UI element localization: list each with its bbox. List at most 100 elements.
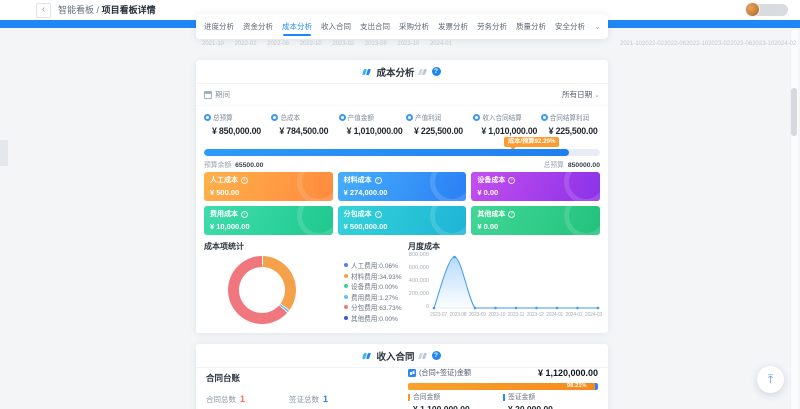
monthly-chart-plot bbox=[432, 252, 600, 310]
income-contract-card: 收入合同 ? 合同台账 合同总数 1 签证总数 1 (合同+签证)金额 ¥ 1,… bbox=[196, 344, 608, 409]
monthly-y-tick: 600,000 bbox=[408, 265, 429, 271]
scrollbar-track[interactable] bbox=[790, 30, 798, 409]
budget-progress-bar bbox=[204, 149, 600, 156]
bg-date-label: 2024-01 bbox=[429, 41, 452, 47]
pie-legend-item: 人工费用:0.06% bbox=[344, 260, 402, 271]
monthly-cost-chart: 800,000 600,000 400,000 200,000 0 2023-07 202… bbox=[408, 252, 602, 318]
ledger-counts: 合同总数 1 签证总数 1 bbox=[206, 394, 372, 405]
budget-total-value: 850000.00 bbox=[567, 162, 600, 169]
visa-count-value[interactable]: 1 bbox=[323, 394, 329, 404]
tabs-chevron-down-icon[interactable]: ⌄ bbox=[594, 22, 601, 31]
tab-8[interactable]: 劳务分析 bbox=[477, 22, 507, 31]
monthly-x-tick: 2023-11 bbox=[507, 312, 525, 318]
pie-legend-text: 设备费用:0.00% bbox=[351, 284, 398, 292]
tile-arrow-right-icon[interactable]: › bbox=[374, 176, 382, 184]
user-menu-pill[interactable] bbox=[752, 4, 788, 16]
tab-10[interactable]: 安全分析 bbox=[555, 22, 585, 31]
stat-icon bbox=[540, 113, 548, 121]
tab-7[interactable]: 发票分析 bbox=[438, 22, 468, 31]
monthly-chart-y-axis: 800,000 600,000 400,000 200,000 0 bbox=[408, 252, 432, 310]
bg-date-label: 2023-10 bbox=[752, 41, 775, 47]
tile-arrow-right-icon[interactable]: › bbox=[508, 210, 516, 218]
tile-label-text: 设备成本 bbox=[477, 177, 506, 184]
monthly-x-tick: 2024-03 bbox=[585, 312, 602, 318]
tab-1[interactable]: 进度分析 bbox=[204, 22, 234, 31]
tab-2[interactable]: 资金分析 bbox=[243, 22, 273, 31]
cost-tile-4[interactable]: 费用成本 › ¥ 10,000.00 bbox=[204, 206, 333, 235]
tile-value: ¥ 10,000.00 bbox=[210, 222, 250, 231]
stat-label-text: 产值金额 bbox=[347, 115, 375, 122]
budget-remaining-label: 预算余额 bbox=[204, 162, 232, 169]
monthly-y-tick: 400,000 bbox=[408, 278, 429, 284]
cost-help-icon[interactable]: ? bbox=[431, 67, 441, 76]
cost-tile-5[interactable]: 分包成本 › ¥ 500,000.00 bbox=[337, 206, 467, 235]
tile-label-text: 分包成本 bbox=[343, 211, 372, 218]
income-legend-label: 签证金额 bbox=[503, 394, 598, 401]
bg-date-label: 2022-02 bbox=[642, 41, 665, 47]
tile-arrow-right-icon[interactable]: › bbox=[508, 176, 516, 184]
breadcrumb-root[interactable]: 智能看板 bbox=[58, 5, 95, 15]
monthly-x-tick: 2023-12 bbox=[526, 312, 544, 318]
pie-legend-text: 费用费用:1.27% bbox=[351, 294, 398, 302]
cost-tile-1[interactable]: 人工成本 › ¥ 500.00 bbox=[204, 172, 333, 201]
cost-tile-3[interactable]: 设备成本 › ¥ 0.00 bbox=[471, 172, 600, 201]
legend-dot-icon bbox=[344, 315, 348, 320]
tile-arrow-right-icon[interactable]: › bbox=[241, 210, 248, 218]
breadcrumb-current: 项目看板详情 bbox=[101, 5, 156, 15]
tile-arrow-right-icon[interactable]: › bbox=[241, 176, 248, 184]
title-ornament-left-icon bbox=[362, 352, 372, 360]
cost-stat-label: 收入合同结算 bbox=[473, 112, 536, 122]
tab-3[interactable]: 成本分析 bbox=[282, 14, 312, 39]
date-range-select[interactable]: 所有日期 ⌄ bbox=[562, 89, 600, 100]
tab-9[interactable]: 质量分析 bbox=[516, 22, 546, 31]
tab-6[interactable]: 采购分析 bbox=[399, 22, 429, 31]
income-amount-row: (合同+签证)金额 ¥ 1,120,000.00 bbox=[408, 368, 598, 378]
income-legend-value: ¥ 20,000.00 bbox=[508, 404, 553, 409]
stat-label-text: 收入合同结算 bbox=[482, 115, 522, 122]
cost-stat-value: ¥ 225,500.00 bbox=[548, 126, 598, 136]
bg-date-label: 2024-02 bbox=[774, 41, 797, 47]
income-amount-value: ¥ 1,120,000.00 bbox=[537, 368, 598, 378]
budget-remaining-value: 65500.00 bbox=[235, 162, 264, 169]
stat-icon bbox=[338, 113, 346, 121]
back-to-top-button[interactable]: ⤒ bbox=[757, 366, 784, 393]
budget-progress-fill bbox=[204, 149, 570, 156]
back-icon: ‹ bbox=[41, 4, 46, 15]
cost-stat-value: ¥ 1,010,000.00 bbox=[346, 126, 403, 136]
income-help-icon[interactable]: ? bbox=[431, 351, 441, 360]
income-progress-fill: 98.21% bbox=[408, 383, 595, 390]
tab-4[interactable]: 收入合同 bbox=[321, 22, 351, 31]
pie-legend-item: 材料费用:34.93% bbox=[344, 271, 402, 282]
back-button[interactable]: ‹ bbox=[36, 3, 51, 18]
cost-stat-1: 总预算 ¥ 850,000.00 bbox=[200, 112, 267, 136]
title-ornament-right-icon bbox=[417, 68, 428, 76]
cost-stat-3: 产值金额 ¥ 1,010,000.00 bbox=[335, 112, 403, 136]
legend-dot-icon bbox=[344, 284, 348, 289]
tab-5[interactable]: 支出合同 bbox=[360, 22, 390, 31]
monthly-x-tick: 2023-08 bbox=[449, 312, 467, 318]
cost-tile-2[interactable]: 材料成本 › ¥ 274,000.00 bbox=[337, 172, 467, 201]
contract-count: 合同总数 1 bbox=[206, 394, 245, 405]
contract-count-value[interactable]: 1 bbox=[240, 394, 246, 404]
bg-date-label: 2022-06 bbox=[267, 41, 290, 47]
avatar[interactable] bbox=[745, 2, 760, 17]
income-legend-value: ¥ 1,100,000.00 bbox=[413, 404, 470, 409]
cost-stat-label: 总成本 bbox=[271, 112, 334, 122]
back-to-top-icon: ⤒ bbox=[767, 372, 774, 386]
legend-dot-icon bbox=[344, 273, 348, 278]
breadcrumb: 智能看板 / 项目看板详情 bbox=[58, 0, 156, 20]
income-progress-tail bbox=[594, 383, 598, 390]
cost-budget-ratio-badge: 成本/预算92.29% bbox=[504, 137, 560, 150]
cost-stat-value: ¥ 784,500.00 bbox=[279, 126, 329, 136]
income-progress-bar: 98.21% bbox=[408, 383, 598, 390]
cost-tile-6[interactable]: 其他成本 › ¥ 0.00 bbox=[471, 206, 600, 235]
scrollbar-thumb[interactable] bbox=[791, 88, 797, 136]
tile-label: 人工成本 › bbox=[210, 175, 327, 185]
date-range-chevron-down-icon: ⌄ bbox=[594, 91, 600, 99]
tile-arrow-right-icon[interactable]: › bbox=[374, 210, 382, 218]
budget-total: 总预算 850000.00 bbox=[544, 159, 600, 169]
background-chart-dates-left: 2021-10 2022-02 2022-06 2022-10 2023-02 2023-… bbox=[202, 41, 452, 47]
bg-date-label: 2022-10 bbox=[299, 41, 322, 47]
stat-icon bbox=[405, 113, 413, 121]
